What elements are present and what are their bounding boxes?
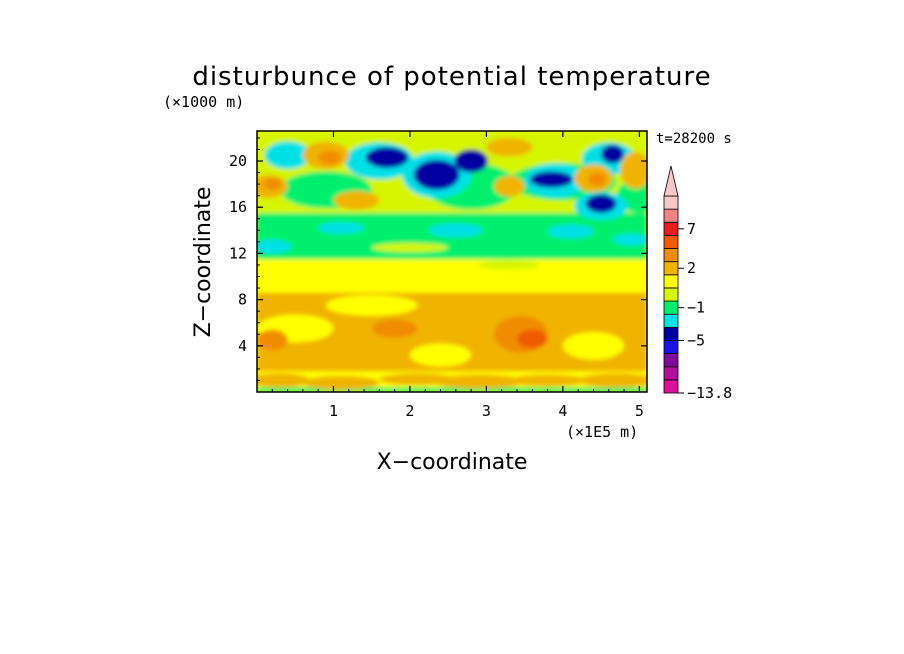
warm-core-west	[371, 319, 418, 338]
cold-core-4	[585, 194, 617, 213]
warm-cell-3	[620, 151, 647, 189]
colorbar-label-4: −13.8	[687, 384, 732, 402]
mid-yellow-patch-3	[562, 331, 625, 360]
colorbar: 7 2 −1 −5 −13.8	[663, 165, 732, 402]
x-tick-label-2: 2	[405, 402, 414, 420]
x-tick-label-5: 5	[635, 402, 644, 420]
y-axis-title: Z−coordinate	[191, 187, 216, 338]
colorbar-swatch-6	[663, 300, 679, 315]
colorbar-label-1: 2	[687, 259, 696, 277]
cyan-patch-0	[257, 239, 292, 254]
colorbar-swatch-7	[663, 287, 679, 302]
colorbar-label-2: −1	[687, 299, 705, 317]
y-tick-label-8: 8	[238, 291, 247, 309]
colorbar-label-3: −5	[687, 331, 705, 349]
x-tick-label-1: 1	[329, 402, 338, 420]
mid-yellow-patch-1	[325, 294, 418, 316]
colorbar-swatch-11	[663, 234, 679, 249]
light-green-patch-0	[371, 243, 449, 253]
y-tick-label-16: 16	[229, 198, 247, 216]
colorbar-swatch-3	[663, 340, 679, 355]
colorbar-swatch-10	[663, 248, 679, 263]
colorbar-swatch-14	[663, 195, 679, 210]
warm-cell-5	[333, 191, 380, 210]
lower-orange-patch-1	[302, 375, 380, 390]
colorbar-swatch-1	[663, 366, 679, 381]
x-unit-label: (×1E5 m)	[566, 423, 638, 441]
time-label: t=28200 s	[656, 131, 732, 147]
y-tick-label-12: 12	[229, 244, 247, 262]
lower-orange-patch-4	[509, 374, 586, 387]
warm-cell-4	[486, 137, 533, 157]
cold-core-0	[365, 147, 409, 168]
colorbar-swatch-9	[663, 261, 679, 276]
warm-core-edge	[257, 329, 288, 351]
x-axis: 1 2 3 4 5	[271, 131, 644, 420]
cold-core-3	[530, 171, 573, 188]
colorbar-swatch-5	[663, 313, 679, 328]
colorbar-swatch-13	[663, 208, 679, 223]
contour-field	[257, 131, 647, 392]
y-tick-label-4: 4	[238, 337, 247, 355]
warm-core-top-1	[588, 172, 607, 187]
mid-yellow-patch-2	[409, 343, 472, 367]
colorbar-extend-arrow	[663, 165, 679, 197]
cyan-patch-2	[429, 223, 483, 238]
lower-orange-patch-5	[578, 373, 647, 388]
cold-core-5	[601, 144, 625, 164]
cyan-patch-4	[612, 233, 647, 246]
y-axis: 4 8 12 16 20	[229, 137, 647, 381]
x-axis-title: X−coordinate	[377, 450, 528, 475]
warm-core-center	[517, 329, 548, 349]
cold-core-1	[413, 159, 460, 190]
chart-title: disturbunce of potential temperature	[192, 62, 711, 92]
cyan-patch-1	[318, 222, 365, 234]
cold-core-2	[454, 149, 488, 173]
plot-frame	[256, 130, 648, 393]
warm-cell-6	[494, 176, 525, 197]
colorbar-swatch-0	[663, 379, 679, 394]
light-green-patch-1	[478, 260, 540, 270]
lower-orange-patch-0	[257, 373, 311, 388]
colorbar-swatch-12	[663, 221, 679, 236]
upper-cyan-5	[264, 141, 311, 170]
y-unit-label: (×1000 m)	[163, 93, 244, 111]
colorbar-label-0: 7	[687, 220, 696, 238]
band-surface-green	[257, 387, 647, 392]
plot-area	[257, 131, 647, 392]
x-tick-label-4: 4	[558, 402, 567, 420]
lower-orange-patch-3	[432, 374, 525, 389]
colorbar-swatch-2	[663, 353, 679, 368]
band-yellow-layer	[257, 259, 647, 293]
warm-core-top-0	[318, 150, 342, 165]
cyan-patch-3	[547, 224, 594, 239]
x-tick-label-3: 3	[482, 402, 491, 420]
y-tick-label-20: 20	[229, 152, 247, 170]
colorbar-swatch-4	[663, 326, 679, 341]
colorbar-swatch-8	[663, 274, 679, 289]
warm-core-top-2	[263, 178, 282, 190]
